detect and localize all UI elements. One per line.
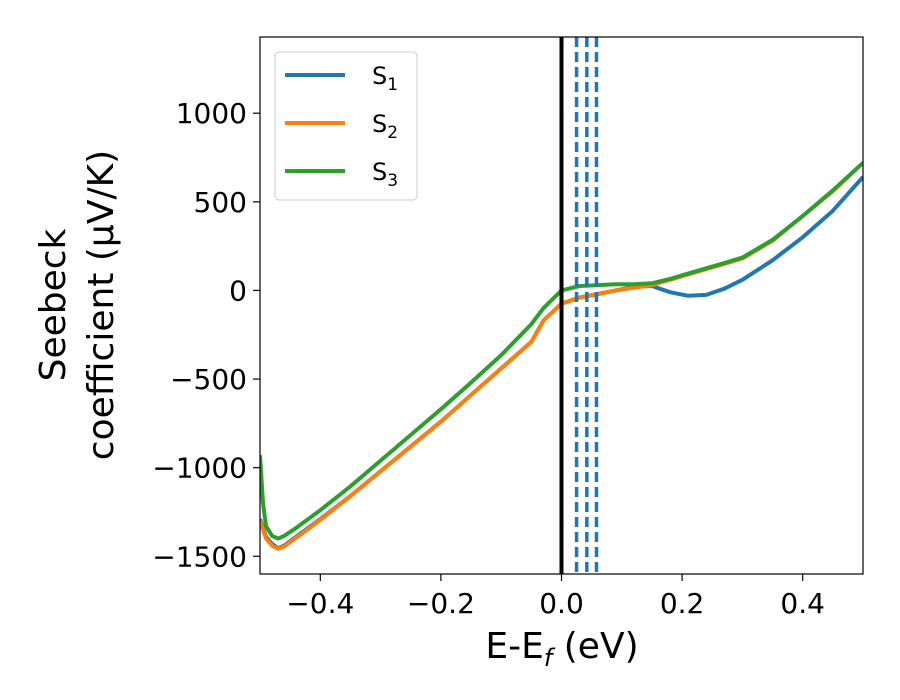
x-axis-label: E-Ef (eV) (485, 626, 638, 672)
legend-label-s3: S3 (372, 158, 398, 191)
series-line-s3 (260, 161, 863, 541)
series-layer (260, 161, 863, 551)
legend-label-s2: S2 (372, 110, 398, 143)
x-tick-label: −0.4 (286, 587, 354, 620)
vertical-lines (559, 37, 599, 574)
x-tick-label: 0.0 (539, 587, 584, 620)
y-tick-label: −1500 (152, 540, 247, 573)
y-tick-label: 1000 (176, 97, 247, 130)
legend: S1 S2 S3 (274, 51, 418, 201)
y-axis-label-line1: Seebeck (33, 228, 74, 381)
y-tick-label: 0 (229, 274, 247, 307)
y-tick-label: 500 (194, 186, 247, 219)
legend-label-s1: S1 (372, 62, 398, 95)
y-axis-label: Seebeck coefficient (μV/K) (33, 150, 122, 460)
x-ticks: −0.4 −0.2 0.0 0.2 0.4 (286, 574, 825, 620)
legend-box (274, 51, 418, 201)
x-tick-label: −0.2 (407, 587, 475, 620)
y-axis-label-line2: coefficient (μV/K) (81, 150, 122, 460)
x-tick-label: 0.4 (780, 587, 825, 620)
y-ticks: −1500 −1000 −500 0 500 1000 (152, 97, 260, 573)
y-tick-label: −500 (170, 363, 247, 396)
x-tick-label: 0.2 (660, 587, 705, 620)
y-tick-label: −1000 (152, 452, 247, 485)
